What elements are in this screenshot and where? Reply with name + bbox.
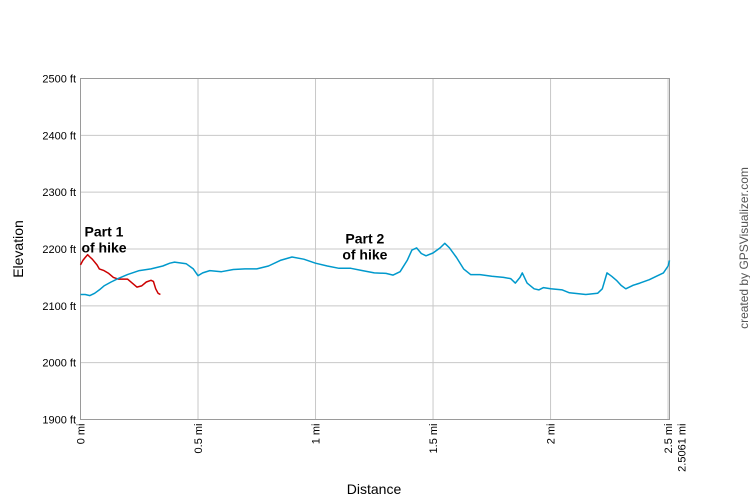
- x-tick-label: 2.5 mi: [663, 424, 675, 454]
- annotation-line1: Part 2: [345, 230, 384, 246]
- x-tick-label: 1 mi: [311, 424, 323, 445]
- y-tick-label: 2200 ft: [42, 244, 76, 256]
- x-axis-ticks: 0 mi 0.5 mi 1 mi 1.5 mi 2 mi 2.5 mi 2.5061 mi: [76, 424, 689, 472]
- y-tick-label: 2500 ft: [42, 74, 76, 86]
- series-line-1: [79, 253, 161, 296]
- plot-frame: [80, 78, 670, 420]
- y-axis-ticks: 1900 ft 2000 ft 2100 ft 2200 ft 2300 ft 2400 …: [42, 74, 76, 427]
- x-tick-label: 1.5 mi: [428, 424, 440, 454]
- x-axis-title: Distance: [347, 481, 402, 497]
- x-tick-label: 0 mi: [76, 424, 88, 445]
- y-axis-title: Elevation: [10, 220, 26, 278]
- y-tick-label: 2400 ft: [42, 130, 76, 142]
- credit-text: created by GPSVisualizer.com: [737, 167, 750, 329]
- y-tick-label: 2000 ft: [42, 358, 76, 370]
- grid-lines: [80, 78, 670, 420]
- x-tick-label: 0.5 mi: [193, 424, 205, 454]
- annotation-line2: of hike: [342, 246, 387, 262]
- series-layer: [79, 242, 671, 297]
- annotation-line2: of hike: [81, 239, 126, 255]
- y-tick-label: 2100 ft: [42, 301, 76, 313]
- y-tick-label: 2300 ft: [42, 187, 76, 199]
- y-tick-label: 1900 ft: [42, 415, 76, 427]
- x-end-label: 2.5061 mi: [677, 424, 689, 472]
- x-tick-label: 2 mi: [546, 424, 558, 445]
- annotation-line1: Part 1: [85, 223, 124, 239]
- series-line-2: [80, 242, 671, 297]
